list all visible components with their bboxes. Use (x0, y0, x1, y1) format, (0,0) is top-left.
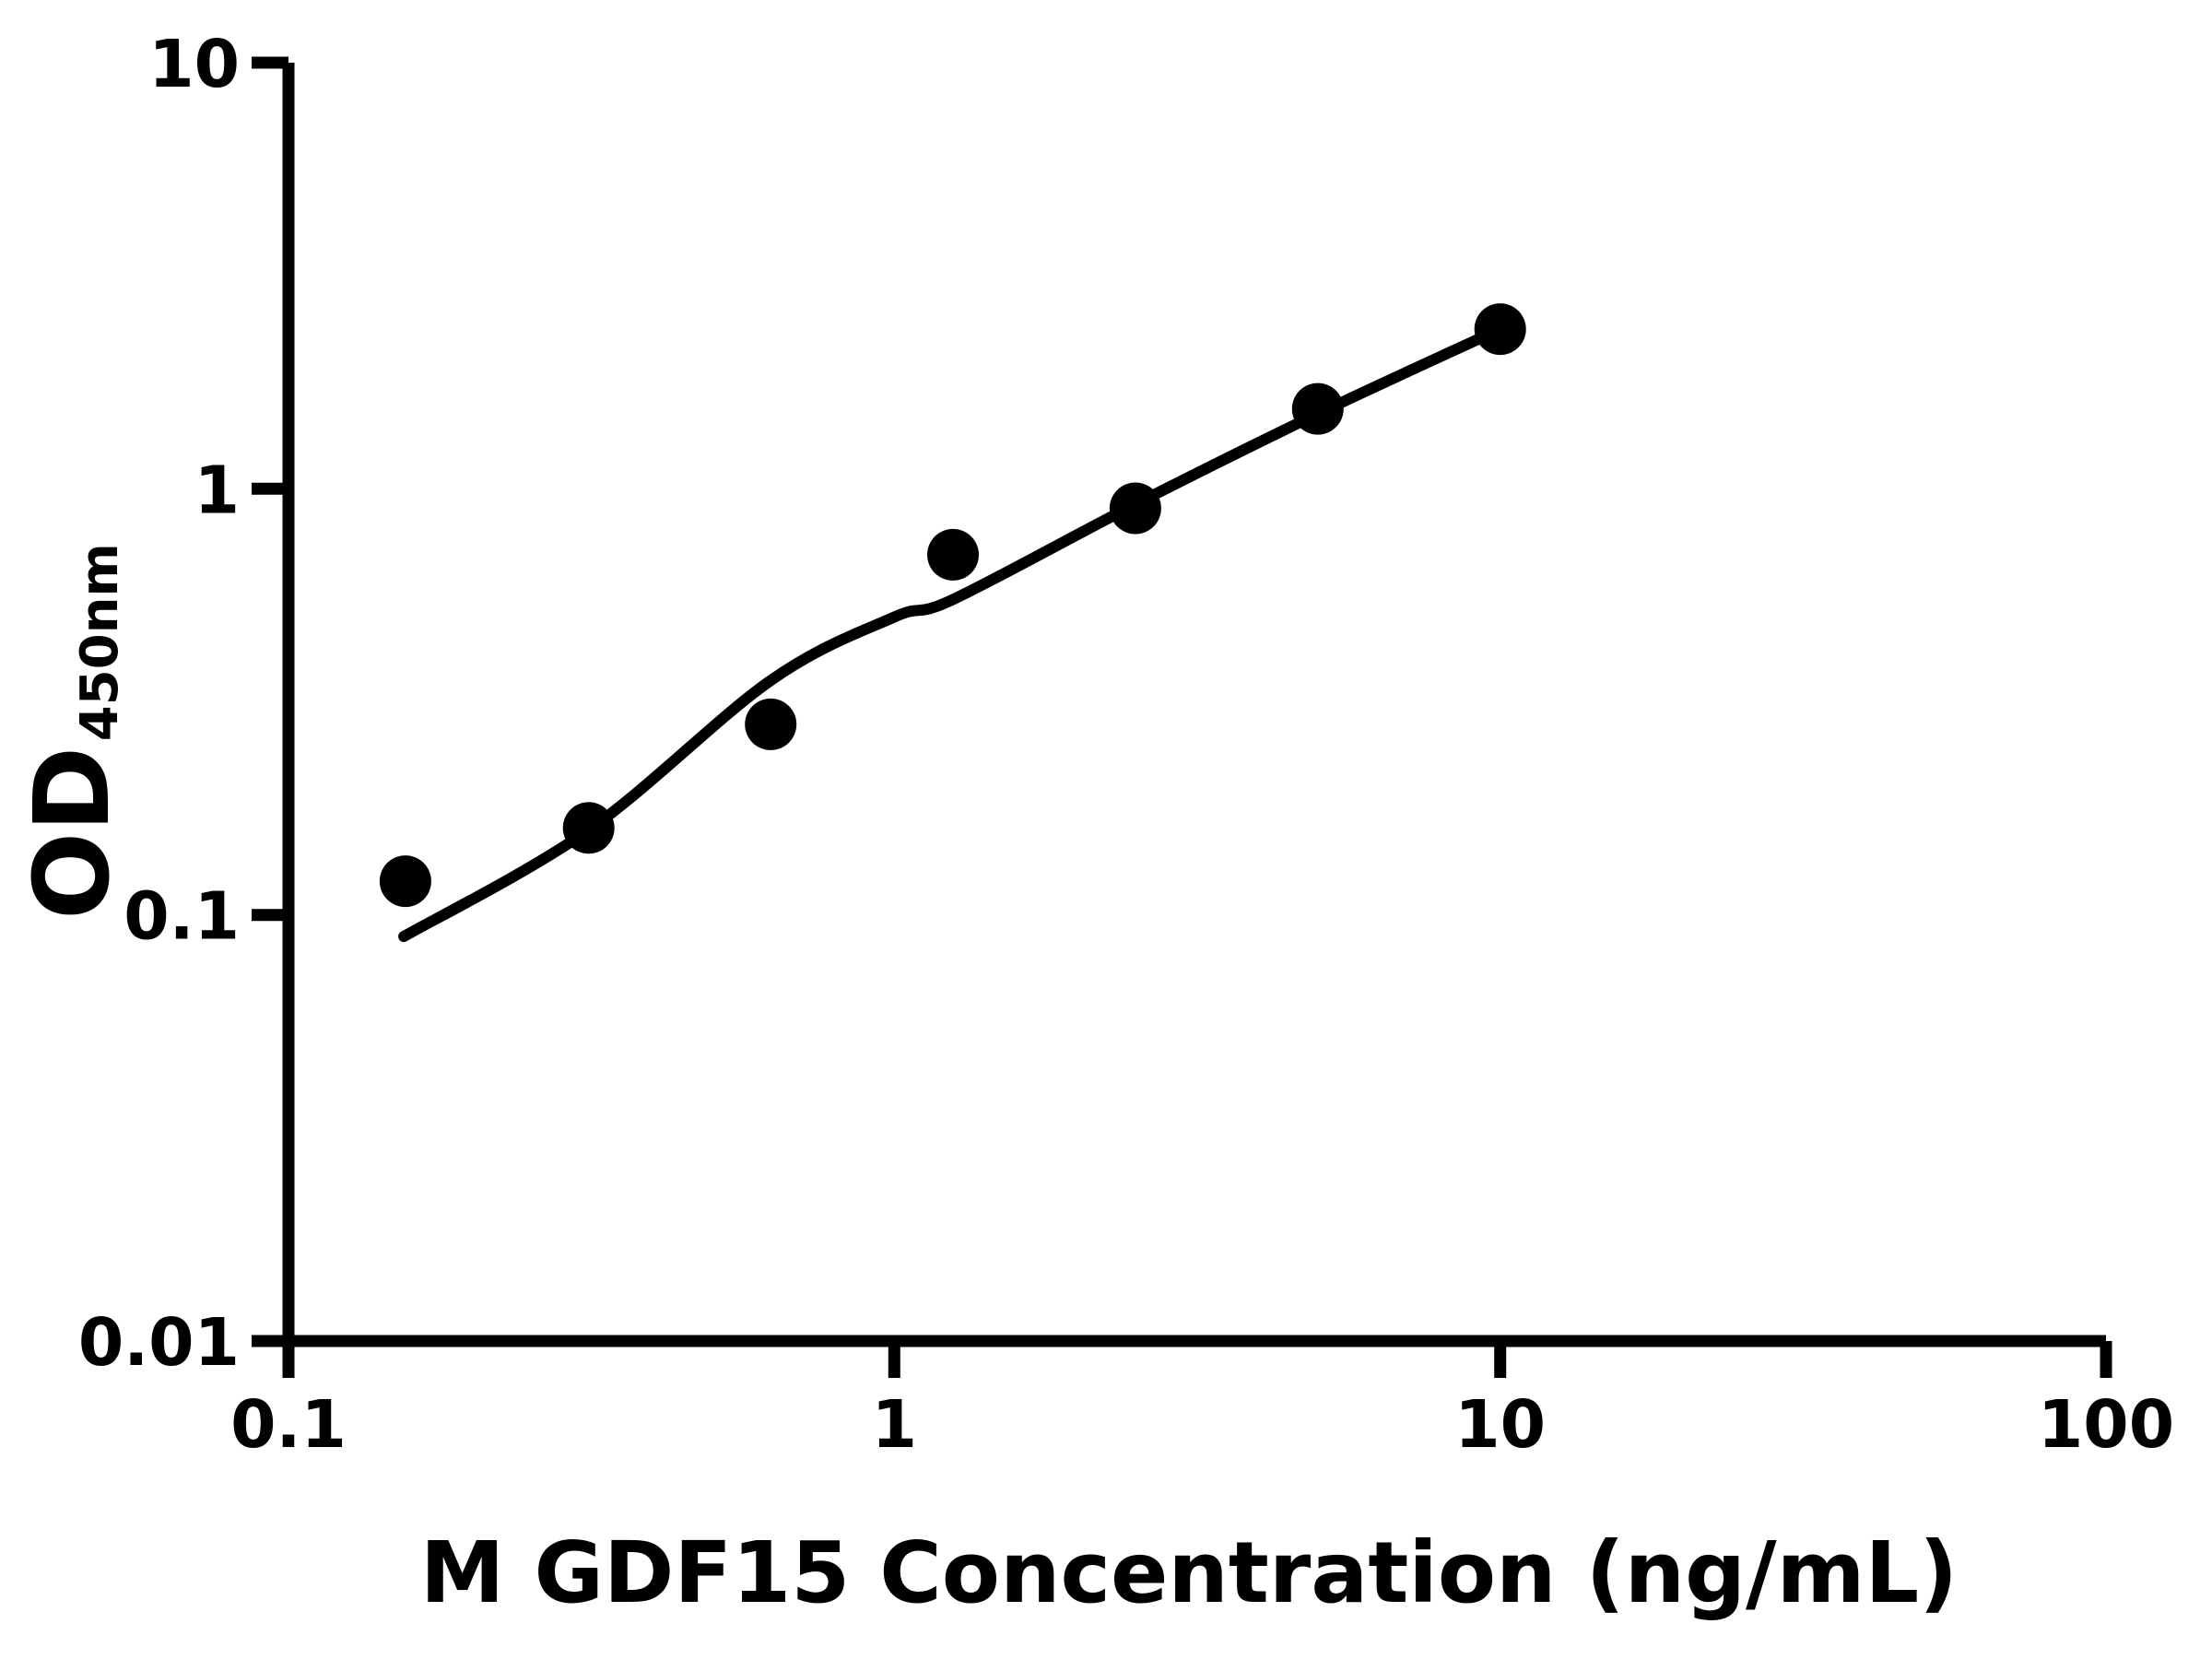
axes-spine (282, 63, 2106, 1347)
y-axis-tick-label: 0.01 (78, 1304, 240, 1381)
x-axis-tick-label: 10 (1454, 1386, 1546, 1463)
data-points (379, 303, 1526, 908)
y-axis-title: OD 450nm (13, 543, 133, 920)
data-point (745, 698, 797, 750)
y-axis-title-main: OD (13, 747, 133, 920)
x-axis-title: M GDF15 Concentration (ng/mL) (420, 1524, 1958, 1622)
data-point (1109, 482, 1161, 535)
axis-ticks (252, 56, 2112, 1378)
data-point (562, 802, 615, 854)
data-point (1291, 382, 1344, 435)
x-axis-tick-label: 1 (872, 1386, 917, 1463)
data-point (1474, 303, 1526, 356)
x-axis-tick-label: 0.1 (230, 1386, 347, 1463)
data-point (927, 528, 979, 581)
y-axis-tick-label: 0.1 (124, 878, 240, 955)
x-axis-tick-label: 100 (2038, 1386, 2174, 1463)
y-axis-title-subscript: 450nm (70, 543, 130, 741)
y-axis-tick-label: 10 (148, 26, 240, 102)
data-point (379, 855, 431, 908)
y-axis-tick-label: 1 (194, 452, 240, 528)
